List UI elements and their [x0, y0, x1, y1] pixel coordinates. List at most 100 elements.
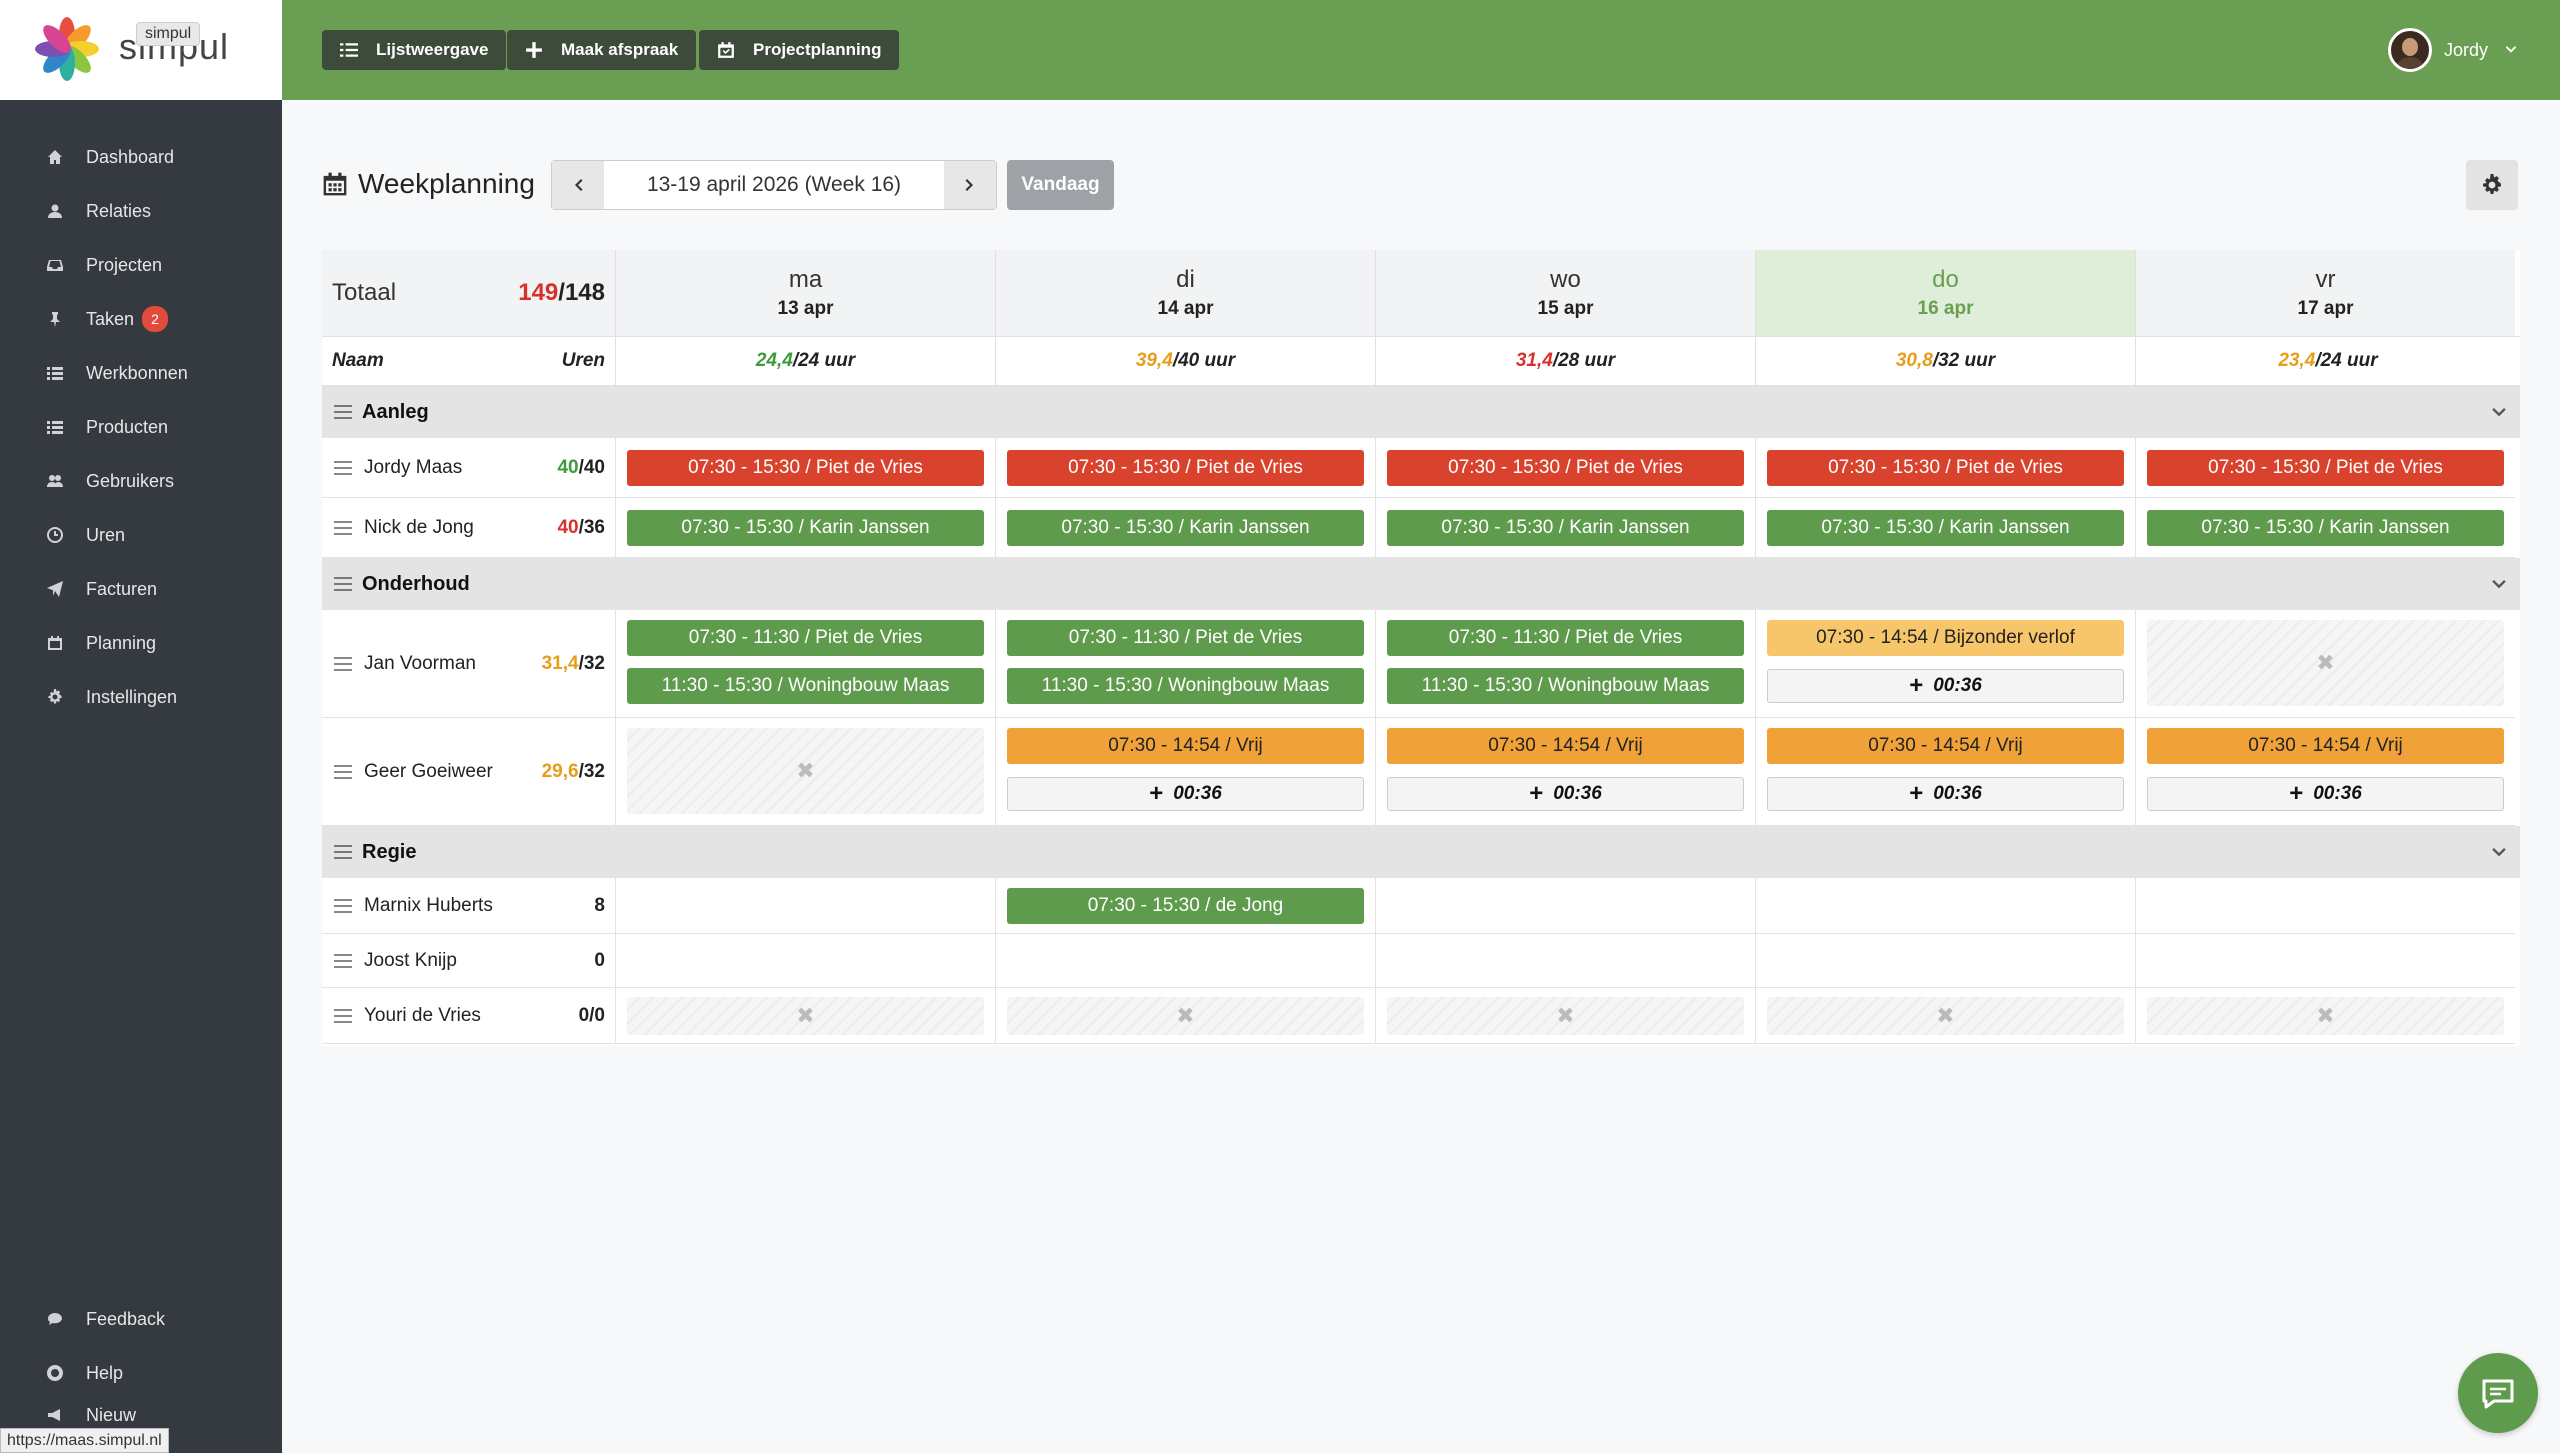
- day-cell[interactable]: [1375, 934, 1755, 988]
- sidebar-item-facturen[interactable]: Facturen: [0, 562, 282, 616]
- day-cell[interactable]: 07:30 - 14:54 / Vrij +00:36: [1755, 718, 2135, 826]
- appointment-bar[interactable]: 07:30 - 15:30 / Piet de Vries: [1767, 450, 2124, 486]
- appointment-bar[interactable]: 07:30 - 14:54 / Vrij: [1007, 728, 1364, 764]
- appointment-bar[interactable]: 11:30 - 15:30 / Woningbouw Maas: [1387, 668, 1744, 704]
- drag-handle-icon[interactable]: [334, 898, 352, 913]
- list-view-button[interactable]: Lijstweergave: [322, 30, 507, 70]
- day-cell[interactable]: [1755, 878, 2135, 934]
- appointment-bar[interactable]: 07:30 - 15:30 / Piet de Vries: [627, 450, 984, 486]
- day-cell[interactable]: 07:30 - 14:54 / Vrij +00:36: [1375, 718, 1755, 826]
- chat-button[interactable]: [2458, 1353, 2538, 1433]
- add-time-button[interactable]: +00:36: [1387, 777, 1744, 811]
- day-cell[interactable]: [615, 934, 995, 988]
- day-cell[interactable]: [2135, 934, 2515, 988]
- sidebar-item-help[interactable]: Help: [0, 1346, 282, 1400]
- group-header-aanleg[interactable]: Aanleg: [322, 386, 2520, 438]
- user-menu[interactable]: Jordy: [2387, 28, 2518, 72]
- day-cell[interactable]: 07:30 - 15:30 / Piet de Vries: [1375, 438, 1755, 498]
- sidebar-item-relaties[interactable]: Relaties: [0, 184, 282, 238]
- sidebar-item-nieuw[interactable]: Nieuw: [0, 1400, 282, 1430]
- logo-area[interactable]: simpul simpul: [0, 0, 282, 100]
- add-time-button[interactable]: +00:36: [1007, 777, 1364, 811]
- appointment-bar[interactable]: 07:30 - 14:54 / Bijzonder verlof: [1767, 620, 2124, 656]
- day-cell[interactable]: 07:30 - 15:30 / Piet de Vries: [2135, 438, 2515, 498]
- day-cell[interactable]: [1375, 878, 1755, 934]
- appointment-bar[interactable]: 11:30 - 15:30 / Woningbouw Maas: [627, 668, 984, 704]
- appointment-bar[interactable]: 07:30 - 11:30 / Piet de Vries: [1007, 620, 1364, 656]
- appointment-bar[interactable]: 07:30 - 15:30 / Piet de Vries: [1387, 450, 1744, 486]
- sidebar-item-feedback[interactable]: Feedback: [0, 1292, 282, 1346]
- day-cell[interactable]: [1755, 934, 2135, 988]
- prev-week-button[interactable]: [552, 161, 604, 209]
- group-header-regie[interactable]: Regie: [322, 826, 2520, 878]
- next-week-button[interactable]: [944, 161, 996, 209]
- appointment-bar[interactable]: 07:30 - 15:30 / Karin Janssen: [2147, 510, 2504, 546]
- sidebar-item-instellingen[interactable]: Instellingen: [0, 670, 282, 724]
- appointment-bar[interactable]: 07:30 - 11:30 / Piet de Vries: [1387, 620, 1744, 656]
- make-appointment-button[interactable]: Maak afspraak: [507, 30, 697, 70]
- day-cell[interactable]: 07:30 - 14:54 / Vrij +00:36: [995, 718, 1375, 826]
- appointment-bar[interactable]: 07:30 - 11:30 / Piet de Vries: [627, 620, 984, 656]
- appointment-bar[interactable]: 11:30 - 15:30 / Woningbouw Maas: [1007, 668, 1364, 704]
- day-cell[interactable]: 07:30 - 15:30 / Piet de Vries: [995, 438, 1375, 498]
- day-cell[interactable]: 07:30 - 11:30 / Piet de Vries 11:30 - 15…: [1375, 610, 1755, 718]
- day-cell[interactable]: 07:30 - 15:30 / Piet de Vries: [615, 438, 995, 498]
- drag-handle-icon[interactable]: [334, 460, 352, 475]
- sidebar-item-uren[interactable]: Uren: [0, 508, 282, 562]
- sidebar-item-gebruikers[interactable]: Gebruikers: [0, 454, 282, 508]
- settings-button[interactable]: [2466, 160, 2518, 210]
- day-cell[interactable]: [995, 934, 1375, 988]
- day-cell[interactable]: ✖: [1755, 988, 2135, 1044]
- drag-handle-icon[interactable]: [334, 656, 352, 671]
- group-header-onderhoud[interactable]: Onderhoud: [322, 558, 2520, 610]
- chevron-down-icon[interactable]: [2490, 844, 2508, 862]
- day-cell[interactable]: ✖: [2135, 988, 2515, 1044]
- day-cell[interactable]: ✖: [1375, 988, 1755, 1044]
- drag-handle-icon[interactable]: [334, 1008, 352, 1023]
- drag-handle-icon[interactable]: [334, 953, 352, 968]
- add-time-button[interactable]: +00:36: [1767, 777, 2124, 811]
- day-cell[interactable]: [2135, 878, 2515, 934]
- day-cell[interactable]: 07:30 - 15:30 / Karin Janssen: [995, 498, 1375, 558]
- day-cell[interactable]: 07:30 - 15:30 / Karin Janssen: [615, 498, 995, 558]
- sidebar-item-taken[interactable]: Taken 2: [0, 292, 282, 346]
- add-time-button[interactable]: +00:36: [2147, 777, 2504, 811]
- appointment-bar[interactable]: 07:30 - 15:30 / Piet de Vries: [2147, 450, 2504, 486]
- project-planning-button[interactable]: Projectplanning: [699, 30, 900, 70]
- day-cell[interactable]: 07:30 - 15:30 / Piet de Vries: [1755, 438, 2135, 498]
- day-cell[interactable]: 07:30 - 14:54 / Vrij +00:36: [2135, 718, 2515, 826]
- day-cell[interactable]: ✖: [2135, 610, 2515, 718]
- today-button[interactable]: Vandaag: [1007, 160, 1114, 210]
- day-cell[interactable]: [615, 878, 995, 934]
- appointment-bar[interactable]: 07:30 - 15:30 / Karin Janssen: [1387, 510, 1744, 546]
- chevron-down-icon[interactable]: [2490, 576, 2508, 594]
- appointment-bar[interactable]: 07:30 - 14:54 / Vrij: [1387, 728, 1744, 764]
- drag-handle-icon[interactable]: [334, 577, 352, 591]
- sidebar-item-werkbonnen[interactable]: Werkbonnen: [0, 346, 282, 400]
- day-cell[interactable]: 07:30 - 15:30 / Karin Janssen: [1375, 498, 1755, 558]
- add-time-button[interactable]: +00:36: [1767, 669, 2124, 703]
- appointment-bar[interactable]: 07:30 - 15:30 / Piet de Vries: [1007, 450, 1364, 486]
- sidebar-item-planning[interactable]: Planning: [0, 616, 282, 670]
- drag-handle-icon[interactable]: [334, 405, 352, 419]
- sidebar-item-projecten[interactable]: Projecten: [0, 238, 282, 292]
- appointment-bar[interactable]: 07:30 - 14:54 / Vrij: [1767, 728, 2124, 764]
- day-cell[interactable]: 07:30 - 15:30 / de Jong: [995, 878, 1375, 934]
- appointment-bar[interactable]: 07:30 - 15:30 / Karin Janssen: [1767, 510, 2124, 546]
- day-cell[interactable]: 07:30 - 11:30 / Piet de Vries 11:30 - 15…: [615, 610, 995, 718]
- drag-handle-icon[interactable]: [334, 845, 352, 859]
- day-cell[interactable]: 07:30 - 15:30 / Karin Janssen: [1755, 498, 2135, 558]
- day-cell[interactable]: 07:30 - 15:30 / Karin Janssen: [2135, 498, 2515, 558]
- day-cell[interactable]: ✖: [615, 988, 995, 1044]
- day-cell[interactable]: 07:30 - 14:54 / Bijzonder verlof +00:36: [1755, 610, 2135, 718]
- day-cell[interactable]: 07:30 - 11:30 / Piet de Vries 11:30 - 15…: [995, 610, 1375, 718]
- date-range-field[interactable]: 13-19 april 2026 (Week 16): [646, 173, 902, 196]
- appointment-bar[interactable]: 07:30 - 15:30 / Karin Janssen: [1007, 510, 1364, 546]
- appointment-bar[interactable]: 07:30 - 15:30 / de Jong: [1007, 888, 1364, 924]
- appointment-bar[interactable]: 07:30 - 15:30 / Karin Janssen: [627, 510, 984, 546]
- day-cell[interactable]: ✖: [995, 988, 1375, 1044]
- day-cell[interactable]: ✖: [615, 718, 995, 826]
- appointment-bar[interactable]: 07:30 - 14:54 / Vrij: [2147, 728, 2504, 764]
- drag-handle-icon[interactable]: [334, 764, 352, 779]
- sidebar-item-dashboard[interactable]: Dashboard: [0, 130, 282, 184]
